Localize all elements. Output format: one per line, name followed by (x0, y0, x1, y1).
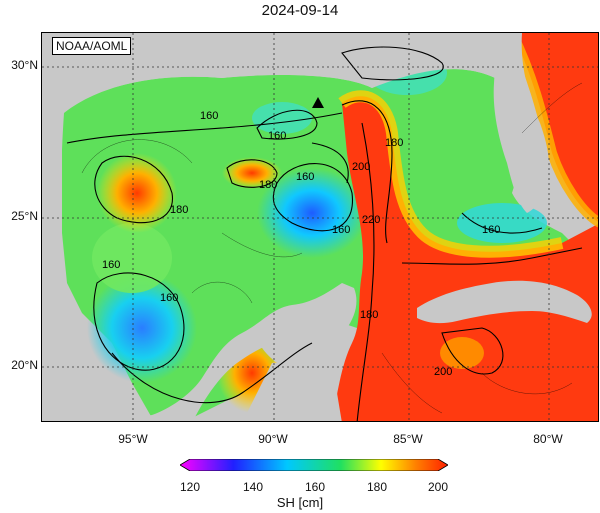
lat-label-25n: 25°N (11, 209, 38, 223)
colorbar-tick: 180 (366, 480, 388, 494)
lon-label-95w: 95°W (118, 432, 148, 446)
contour-label: 180 (385, 137, 403, 149)
colorbar-label: SH [cm] (276, 495, 324, 510)
contour-label: 160 (332, 224, 350, 236)
contour-label: 200 (434, 366, 452, 378)
contour-label: 220 (362, 214, 380, 226)
contour-label: 180 (170, 204, 188, 216)
contour-label: 160 (200, 110, 218, 122)
lon-label-90w: 90°W (258, 432, 288, 446)
land-florida (493, 33, 550, 213)
colorbar (179, 458, 449, 472)
contour-label: 160 (296, 171, 314, 183)
loop-current (332, 96, 598, 421)
lat-label-30n: 30°N (11, 58, 38, 72)
contour-label: 160 (482, 224, 500, 236)
land-cuba (417, 280, 592, 324)
contour-label: 160 (102, 259, 120, 271)
colorbar-tick: 160 (304, 480, 326, 494)
colorbar-tick: 140 (242, 480, 264, 494)
map-title: 2024-09-14 (261, 2, 339, 19)
lon-label-80w: 80°W (533, 432, 563, 446)
colorbar-tick: 120 (179, 480, 201, 494)
colorbar-tick: 200 (427, 480, 449, 494)
source-badge: NOAA/AOML (52, 37, 132, 55)
buoy-marker-icon (312, 97, 324, 108)
contour-label: 200 (352, 161, 370, 173)
contour-label: 160 (268, 130, 286, 142)
contour-label: 180 (259, 179, 277, 191)
lon-label-85w: 85°W (393, 432, 423, 446)
contour-label: 180 (360, 309, 378, 321)
land-us (42, 33, 542, 421)
sea-height-map: 160 160 180 180 160 200 180 160 160 160 … (41, 32, 599, 422)
contour-label: 160 (160, 292, 178, 304)
lat-label-20n: 20°N (11, 358, 38, 372)
